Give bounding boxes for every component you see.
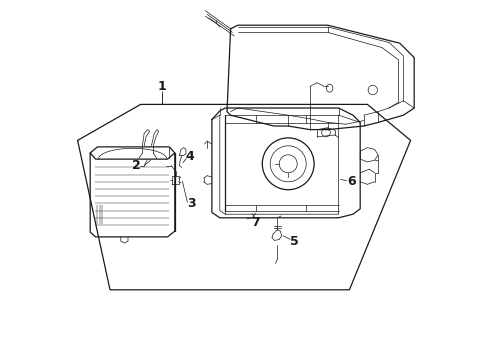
Text: 1: 1: [158, 80, 167, 93]
Text: 3: 3: [187, 197, 196, 210]
Text: 2: 2: [131, 159, 140, 172]
Text: 4: 4: [186, 150, 195, 163]
Text: 7: 7: [251, 216, 260, 229]
Text: 6: 6: [347, 175, 356, 188]
Text: 5: 5: [290, 235, 299, 248]
